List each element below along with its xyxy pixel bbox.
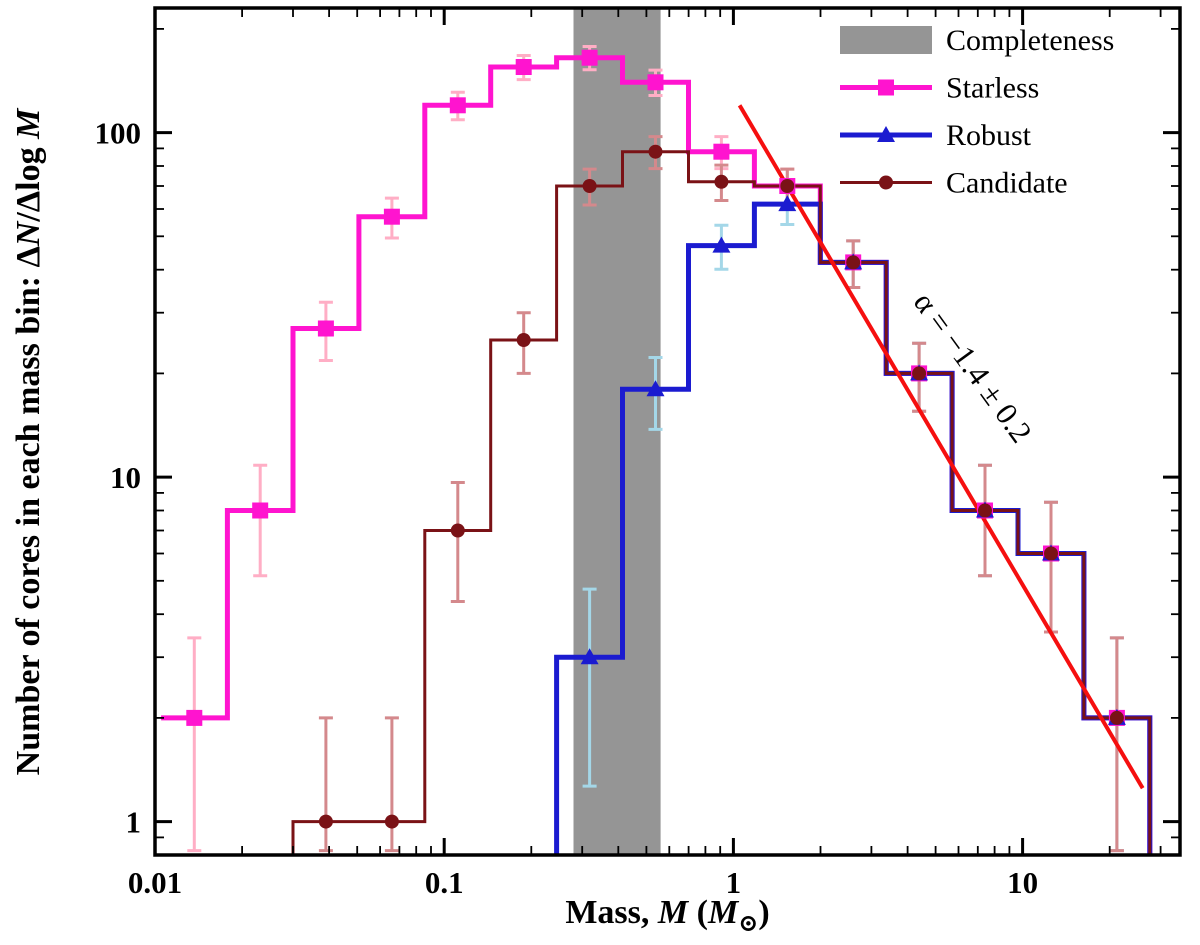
- svg-text:0.01: 0.01: [128, 865, 182, 900]
- svg-text:0.1: 0.1: [425, 865, 464, 900]
- x-axis-label-M: M: [657, 894, 689, 931]
- svg-text:1: 1: [126, 805, 142, 840]
- legend-band-swatch: [840, 26, 932, 54]
- svg-text:1: 1: [726, 865, 742, 900]
- legend-label: Candidate: [946, 167, 1068, 200]
- tick-labels: 0.01 0.1 1 10 1 10 100: [95, 116, 1039, 900]
- legend-item-completeness: Completeness: [840, 24, 1114, 57]
- svg-text:10: 10: [110, 460, 141, 495]
- series-line-candidate: [291, 150, 1152, 855]
- plot-frame: [153, 6, 1182, 857]
- y-axis-label-M: M: [10, 108, 47, 139]
- legend-item-candidate: Candidate: [840, 167, 1068, 200]
- y-axis-label-mid: /Δlog: [10, 138, 47, 222]
- sun-symbol: ⊙: [738, 910, 759, 937]
- x-axis-label-paren: (: [688, 894, 708, 931]
- legend-label: Completeness: [946, 24, 1114, 57]
- x-axis-label: Mass, M (M⊙): [155, 894, 1180, 938]
- x-axis-label-text: Mass,: [565, 894, 658, 931]
- x-axis-label-close: ): [758, 894, 770, 931]
- completeness-band: [573, 8, 661, 855]
- svg-text:10: 10: [1007, 865, 1038, 900]
- markers-candidate: [318, 144, 1124, 829]
- y-axis-label: Number of cores in each mass bin: ΔN/Δlo…: [10, 0, 54, 892]
- legend-label: Robust: [946, 119, 1032, 152]
- legend-item-robust: Robust: [840, 119, 1032, 152]
- legend-label: Starless: [946, 72, 1039, 105]
- y-axis-label-N: N: [10, 221, 47, 247]
- y-axis-label-text: Number of cores in each mass bin: Δ: [10, 246, 47, 776]
- svg-text:100: 100: [95, 116, 142, 151]
- x-axis-label-Msun: M: [707, 894, 739, 931]
- legend: Completeness Starless Robust Candidate: [840, 24, 1114, 200]
- legend-item-starless: Starless: [840, 72, 1039, 105]
- fit-line: [737, 104, 1145, 790]
